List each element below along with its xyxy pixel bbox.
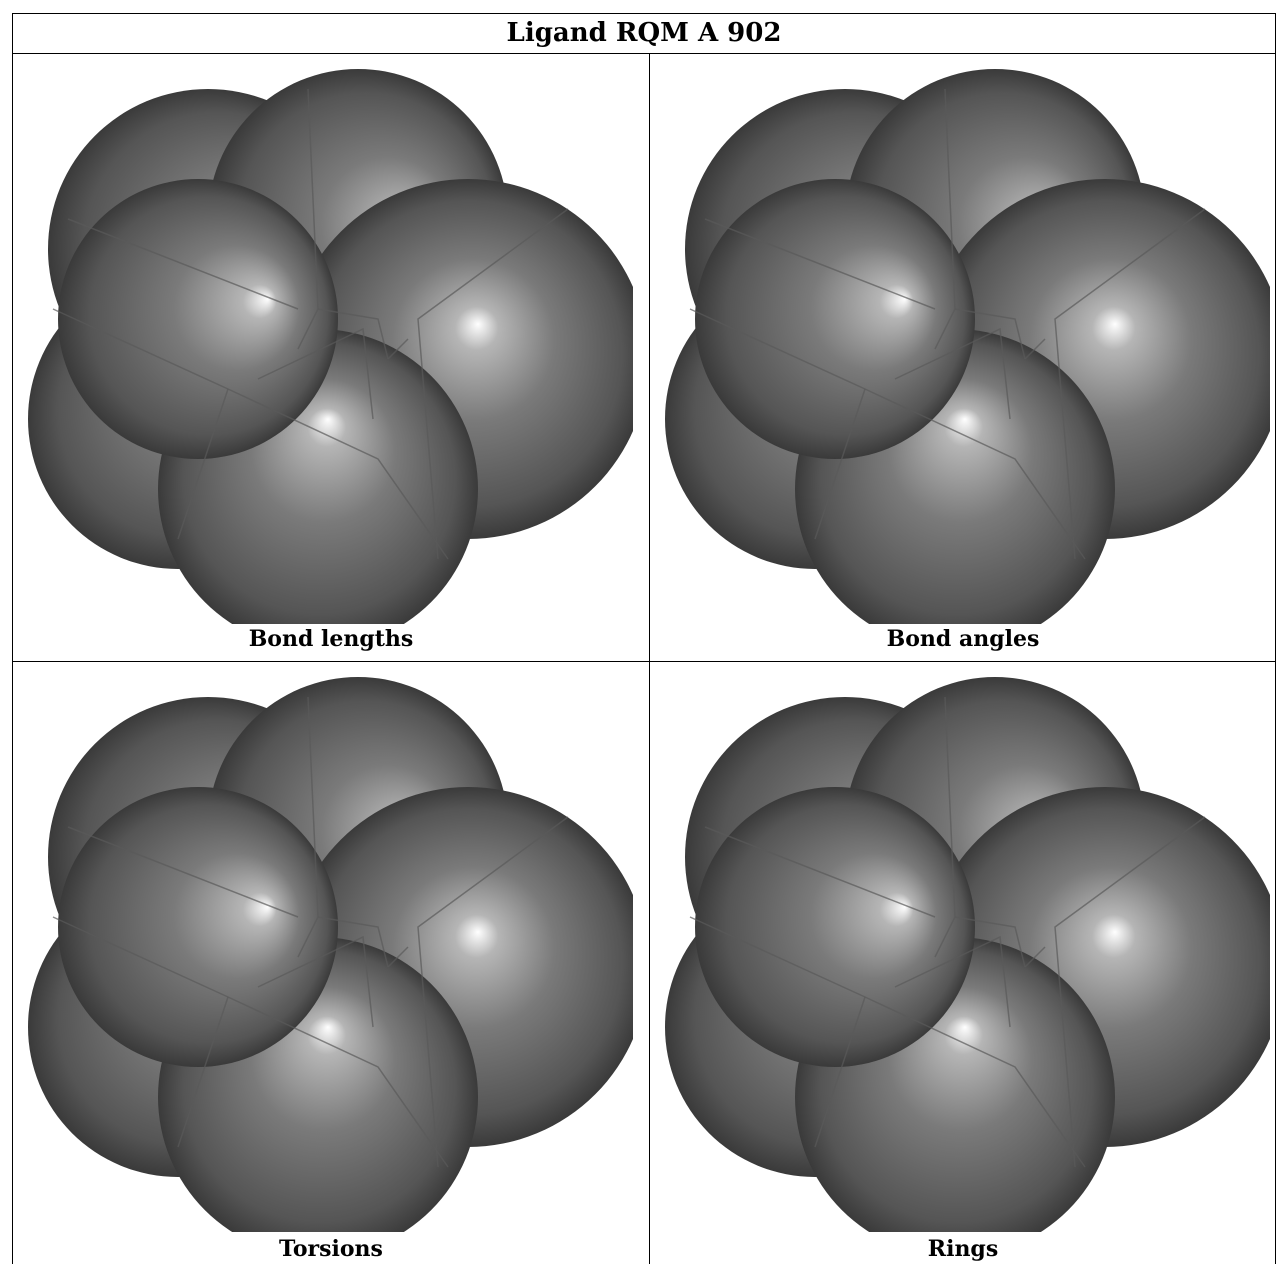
surface-seam: [67, 826, 299, 918]
surface-seam: [417, 208, 569, 560]
atom-sphere: [695, 787, 975, 1067]
surface-seam: [257, 327, 374, 420]
surface-seam: [417, 816, 569, 1168]
molecular-surface: [665, 69, 1270, 624]
surface-seam: [387, 946, 409, 968]
surface-seam: [52, 916, 449, 1168]
panel-grid: Bond lengths Bond angles Torsions Rings: [13, 54, 1275, 1264]
atom-sphere: [695, 179, 975, 459]
surface-seam: [894, 327, 1011, 420]
surface-seam: [954, 308, 1026, 360]
surface-seam: [52, 308, 449, 560]
figure-title: Ligand RQM A 902: [13, 14, 1275, 54]
surface-seam: [704, 218, 936, 310]
atom-sphere: [58, 179, 338, 459]
panel-caption: Torsions: [279, 1236, 383, 1262]
surface-seam: [894, 935, 1011, 1028]
panel-caption: Bond lengths: [248, 626, 414, 652]
surface-seam: [1054, 816, 1206, 1168]
panel-torsions: Torsions: [13, 662, 649, 1264]
surface-seam: [689, 308, 1086, 560]
surface-seam: [1024, 338, 1046, 360]
figure-frame: Ligand RQM A 902 Bond lengths Bond angle…: [12, 13, 1276, 1264]
molecular-surface: [665, 677, 1270, 1232]
vertical-divider: [649, 54, 650, 1264]
surface-seam: [1024, 946, 1046, 968]
molecular-surface: [28, 677, 633, 1232]
panel-caption: Bond angles: [886, 626, 1040, 652]
surface-seam: [317, 308, 389, 360]
surface-seam: [704, 826, 936, 918]
surface-seam: [257, 935, 374, 1028]
surface-seam: [689, 916, 1086, 1168]
surface-seam: [67, 218, 299, 310]
surface-seam: [1054, 208, 1206, 560]
panel-caption: Rings: [927, 1236, 999, 1262]
panel-bond-angles: Bond angles: [650, 54, 1276, 661]
surface-seam: [387, 338, 409, 360]
surface-seam: [814, 996, 866, 1148]
molecular-surface: [28, 69, 633, 624]
surface-seam: [954, 916, 1026, 968]
surface-seam: [177, 388, 229, 540]
panel-rings: Rings: [650, 662, 1276, 1264]
panel-bond-lengths: Bond lengths: [13, 54, 649, 661]
horizontal-divider: [13, 661, 1275, 662]
surface-seam: [177, 996, 229, 1148]
surface-seam: [814, 388, 866, 540]
atom-sphere: [58, 787, 338, 1067]
surface-seam: [317, 916, 389, 968]
